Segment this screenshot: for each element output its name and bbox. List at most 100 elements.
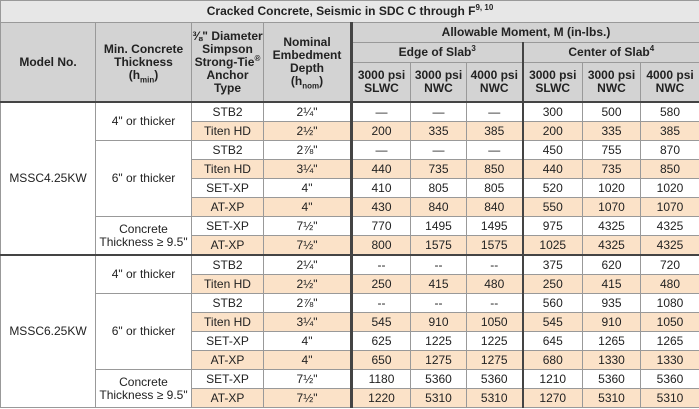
value-cell: 545 (350, 312, 411, 332)
value-cell: 1050 (639, 312, 699, 332)
value-cell: 5310 (582, 388, 641, 408)
depth-cell: 7½" (263, 369, 352, 389)
thickness-cell: 4" or thicker (95, 254, 192, 294)
value-cell: 1210 (521, 369, 583, 389)
value-cell: 250 (521, 274, 583, 294)
label: Min. Concrete Thickness (103, 41, 184, 69)
value-cell: 1025 (521, 235, 583, 256)
value-cell: 480 (466, 274, 523, 294)
value-cell: 430 (350, 197, 411, 217)
value-cell: 415 (410, 274, 467, 294)
table-row: AT-XP 4" 430 840 840 550 1070 1070 (1, 197, 699, 217)
table-row: AT-XP 7½" 1220 5310 5310 1270 5310 5310 (1, 388, 699, 408)
anchor-cell: Titen HD (191, 159, 264, 179)
anchor-cell: STB2 (191, 140, 264, 160)
value-cell: 5310 (466, 388, 523, 408)
value-cell: 850 (639, 159, 699, 179)
table-row: Concrete Thickness ≥ 9.5" SET-XP 7½" 1180 53… (1, 369, 699, 408)
value-cell: 840 (410, 197, 467, 217)
table-row: Titen HD 2½" 200 335 385 200 335 385 (1, 121, 699, 141)
value-cell: 735 (410, 159, 467, 179)
value-cell: 1265 (639, 331, 699, 351)
value-cell: 680 (521, 350, 583, 370)
column-header: 4000 psi NWC (466, 62, 523, 103)
anchor-cell: SET-XP (191, 331, 264, 351)
label: Nominal Embedment Depth (272, 35, 342, 75)
table-row: Concrete Thickness ≥ 9.5" SET-XP 7½" 770 149… (1, 216, 699, 256)
value-cell: 450 (521, 140, 583, 160)
label: Diameter Simpson Strong-Tie (194, 28, 263, 69)
value-cell: 805 (410, 178, 467, 198)
depth-cell: 7½" (263, 388, 352, 408)
value-cell: 755 (582, 140, 641, 160)
anchor-cell: SET-XP (191, 178, 264, 198)
value-cell: 1020 (639, 178, 699, 198)
column-header: 3000 psi SLWC (350, 62, 411, 103)
depth-cell: 2⅞" (263, 140, 352, 160)
value-cell: 550 (521, 197, 583, 217)
value-cell: 620 (582, 254, 641, 275)
value-cell: 1225 (410, 331, 467, 351)
label: ) (154, 67, 159, 82)
title-text: Cracked Concrete, Seismic in SDC C throu… (206, 4, 476, 18)
label: min (140, 74, 155, 84)
value-cell: 800 (350, 235, 411, 256)
edge-header: Edge of Slab3 (350, 42, 523, 63)
table-row: 6" or thicker STB2 2⅞" — — —450 755 870 (1, 140, 699, 217)
value-cell: -- (466, 254, 523, 275)
thickness-cell: Concrete Thickness ≥ 9.5" (95, 369, 192, 408)
depth-cell: 4" (263, 197, 352, 217)
value-cell: 4325 (639, 235, 699, 256)
value-cell: 200 (350, 121, 411, 141)
value-cell: 1575 (466, 235, 523, 256)
label: ) (319, 74, 324, 88)
label: ⅜" (192, 28, 208, 43)
label: 4 (649, 44, 655, 53)
value-cell: 5360 (582, 369, 641, 389)
depth-cell: 4" (263, 350, 352, 370)
value-cell: 4325 (582, 216, 641, 236)
value-cell: — (410, 140, 467, 160)
value-cell: -- (410, 254, 467, 275)
anchor-cell: Titen HD (191, 312, 264, 332)
value-cell: 1270 (521, 388, 583, 408)
table-row: AT-XP 7½" 800 1575 1575 1025 4325 4325 (1, 235, 699, 256)
anchor-cell: SET-XP (191, 369, 264, 389)
value-cell: 645 (521, 331, 583, 351)
value-cell: 1070 (639, 197, 699, 217)
model-cell: MSSC4.25KW (0, 101, 96, 256)
label: Anchor Type (206, 67, 249, 95)
value-cell: -- (410, 293, 467, 313)
value-cell: 480 (639, 274, 699, 294)
value-cell: 250 (350, 274, 411, 294)
anchor-cell: AT-XP (191, 388, 264, 408)
value-cell: -- (466, 293, 523, 313)
thickness-header: Min. Concrete Thickness (hmin) (95, 22, 192, 103)
value-cell: 440 (521, 159, 583, 179)
column-header: 3000 psi NWC (582, 62, 641, 103)
value-cell: 975 (521, 216, 583, 236)
anchor-header: ⅜" Diameter Simpson Strong-Tie® Anchor T… (191, 22, 264, 103)
value-cell: 500 (582, 101, 641, 122)
value-cell: 805 (466, 178, 523, 198)
model-cell: MSSC6.25KW (0, 254, 96, 408)
depth-cell: 2⅞" (263, 293, 352, 313)
table-row: MSSC4.25KW 4" or thicker STB2 2¼" — — —300 500 5… (0, 101, 699, 256)
value-cell: 1080 (639, 293, 699, 313)
column-header: 4000 psi NWC (639, 62, 699, 103)
value-cell: 335 (410, 121, 467, 141)
value-cell: 1275 (466, 350, 523, 370)
value-cell: 545 (521, 312, 583, 332)
label: 3 (471, 44, 476, 53)
value-cell: 1020 (582, 178, 641, 198)
value-cell: 375 (521, 254, 583, 275)
table-row: SET-XP 4" 410 805 805 520 1020 1020 (1, 178, 699, 198)
depth-cell: 3¼" (263, 312, 352, 332)
value-cell: 870 (639, 140, 699, 160)
depth-cell: 2¼" (263, 101, 352, 122)
depth-cell: 2¼" (263, 254, 352, 275)
value-cell: 1330 (582, 350, 641, 370)
value-cell: 300 (521, 101, 583, 122)
column-header: 3000 psi SLWC (521, 62, 583, 103)
table-row: Titen HD 2½" 250 415 480 250 415 480 (1, 274, 699, 294)
